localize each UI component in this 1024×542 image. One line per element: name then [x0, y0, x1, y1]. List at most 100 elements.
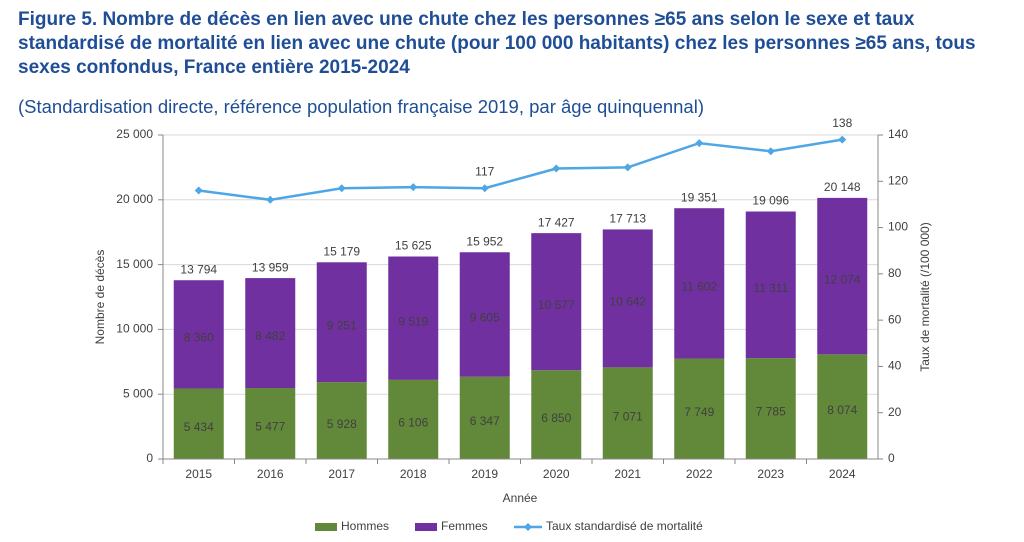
chart-title: Figure 5. Nombre de décès en lien avec u…: [18, 9, 976, 78]
legend-swatch: [415, 523, 437, 531]
x-tick-label: 2020: [543, 467, 570, 481]
value-label: 9 605: [470, 311, 500, 325]
value-label: 6 850: [541, 411, 571, 425]
y2-axis-label: Taux de mortalité (/100 000): [918, 222, 932, 371]
value-label: 8 482: [255, 329, 285, 343]
bar-segment: [602, 229, 653, 368]
x-tick-label: 2016: [257, 467, 284, 481]
bar-segment: [531, 233, 582, 371]
bar-segment: [817, 354, 868, 459]
chart-subtitle: (Standardisation directe, référence popu…: [18, 96, 704, 117]
bar-segment: [602, 367, 653, 459]
legend-swatch: [315, 523, 337, 531]
x-tick-label: 2015: [185, 467, 212, 481]
bar-segment: [173, 388, 224, 459]
x-tick-label: 2024: [829, 467, 856, 481]
bar-segment: [817, 197, 868, 355]
y2-tick-label: 80: [888, 266, 902, 280]
bar-segment: [459, 376, 510, 459]
x-tick-label: 2023: [757, 467, 784, 481]
y-tick-label: 15 000: [116, 257, 153, 271]
value-label: 8 074: [827, 403, 857, 417]
line-marker: [409, 183, 418, 192]
value-label: 10 642: [609, 295, 646, 309]
x-tick-label: 2017: [328, 467, 355, 481]
line-series: [198, 138, 843, 202]
line-marker: [552, 164, 561, 173]
value-label: 11 311: [753, 281, 788, 295]
y-tick-label: 5 000: [123, 386, 153, 400]
total-label: 17 713: [609, 212, 646, 226]
bar-segment: [388, 256, 439, 380]
y-tick-label: 25 000: [116, 127, 153, 141]
y2-tick-label: 20: [888, 405, 902, 419]
x-tick-label: 2022: [686, 467, 713, 481]
bar-segment: [316, 382, 367, 459]
total-label: 13 794: [180, 262, 217, 276]
value-label: 9 251: [327, 318, 357, 332]
y2-tick-label: 120: [888, 173, 908, 187]
value-label: 6 347: [470, 414, 500, 428]
line-marker: [480, 184, 489, 193]
bar-segment: [173, 280, 224, 389]
total-label: 17 427: [538, 215, 575, 229]
y2-tick-label: 140: [888, 127, 908, 141]
y-tick-label: 20 000: [116, 192, 153, 206]
line-marker: [266, 195, 275, 204]
line-marker: [194, 186, 203, 195]
total-label: 15 952: [466, 234, 503, 248]
bar-segment: [245, 278, 296, 389]
value-label: 7 785: [756, 405, 786, 419]
y2-tick-label: 60: [888, 312, 902, 326]
value-label: 7 749: [684, 405, 714, 419]
y2-tick-label: 40: [888, 359, 902, 373]
value-label: 9 519: [398, 314, 428, 328]
line-marker: [766, 147, 775, 156]
bar-segment: [459, 252, 510, 377]
line-marker: [838, 135, 847, 144]
line-value-label: 138: [832, 116, 852, 130]
total-label: 15 625: [395, 239, 432, 253]
y-tick-label: 10 000: [116, 322, 153, 336]
y2-tick-label: 100: [888, 220, 908, 234]
legend-label: Femmes: [441, 519, 488, 533]
line-marker: [623, 163, 632, 172]
total-label: 19 096: [752, 194, 789, 208]
bar-segment: [674, 208, 725, 359]
legend-marker: [524, 523, 532, 531]
y-tick-label: 0: [146, 451, 153, 465]
y2-tick-label: 0: [888, 451, 895, 465]
value-label: 5 477: [255, 420, 285, 434]
value-label: 6 106: [398, 416, 428, 430]
value-label: 10 577: [538, 298, 575, 312]
value-label: 8 360: [184, 331, 214, 345]
bar-segment: [531, 370, 582, 459]
total-label: 15 179: [323, 244, 360, 258]
total-label: 20 148: [824, 180, 861, 194]
bar-segment: [674, 358, 725, 459]
bar-segment: [245, 388, 296, 459]
bar-segment: [745, 358, 796, 459]
value-label: 7 071: [613, 409, 643, 423]
y-axis-label: Nombre de décès: [93, 250, 107, 345]
line-marker: [337, 184, 346, 193]
legend-label: Hommes: [341, 519, 389, 533]
value-label: 12 074: [824, 272, 861, 286]
legend-label: Taux standardisé de mortalité: [546, 519, 703, 533]
value-label: 11 602: [681, 280, 717, 294]
total-label: 13 959: [252, 260, 289, 274]
x-axis-label: Année: [503, 491, 538, 505]
line-value-label: 117: [475, 164, 494, 178]
bar-segment: [388, 379, 439, 459]
bar-segment: [316, 262, 367, 383]
value-label: 5 928: [327, 417, 357, 431]
bar-segment: [745, 211, 796, 359]
value-label: 5 434: [184, 420, 214, 434]
x-tick-label: 2021: [614, 467, 641, 481]
x-tick-label: 2018: [400, 467, 427, 481]
total-label: 19 351: [681, 190, 718, 204]
line-marker: [695, 139, 704, 148]
x-tick-label: 2019: [471, 467, 498, 481]
